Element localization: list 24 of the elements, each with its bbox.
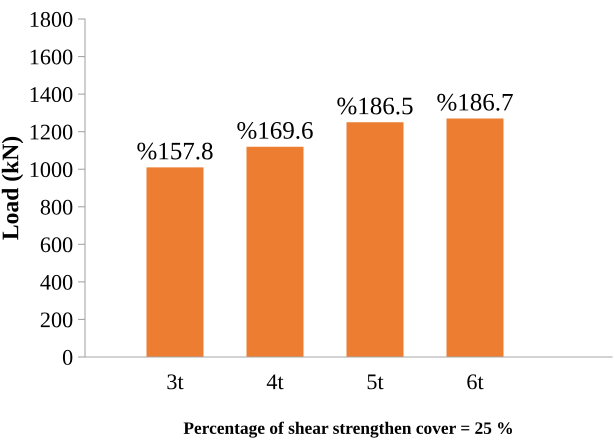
bar	[446, 118, 504, 357]
x-tick-label: 3t	[167, 374, 184, 390]
y-tick-label: 0	[62, 350, 72, 365]
y-tick-label: 200	[40, 312, 72, 328]
annotation: %186.5	[337, 98, 413, 115]
y-tick-label: 400	[40, 274, 72, 290]
y-tick-label: 1200	[30, 124, 72, 140]
y-tick-label: 1800	[30, 12, 72, 27]
x-tick-label: 5t	[368, 374, 384, 390]
y-tick-label: 1600	[30, 49, 72, 64]
y-tick-label: 600	[40, 237, 72, 252]
annotation: %157.8	[137, 142, 213, 160]
bar	[246, 146, 304, 357]
x-tick-label: 6t	[467, 374, 484, 390]
annotation: %186.7	[437, 94, 513, 111]
annotation: %169.6	[237, 122, 313, 139]
y-tick-label: 800	[40, 200, 72, 215]
y-tick-label: 1400	[30, 87, 72, 102]
y-tick-label: 1000	[30, 162, 72, 178]
x-axis-title: Percentage of shear strengthen cover = 25 %	[184, 422, 512, 438]
bar	[346, 122, 404, 357]
bar	[146, 167, 204, 357]
y-axis-title: Load (kN)	[2, 136, 24, 240]
x-tick-label: 4t	[266, 374, 284, 390]
